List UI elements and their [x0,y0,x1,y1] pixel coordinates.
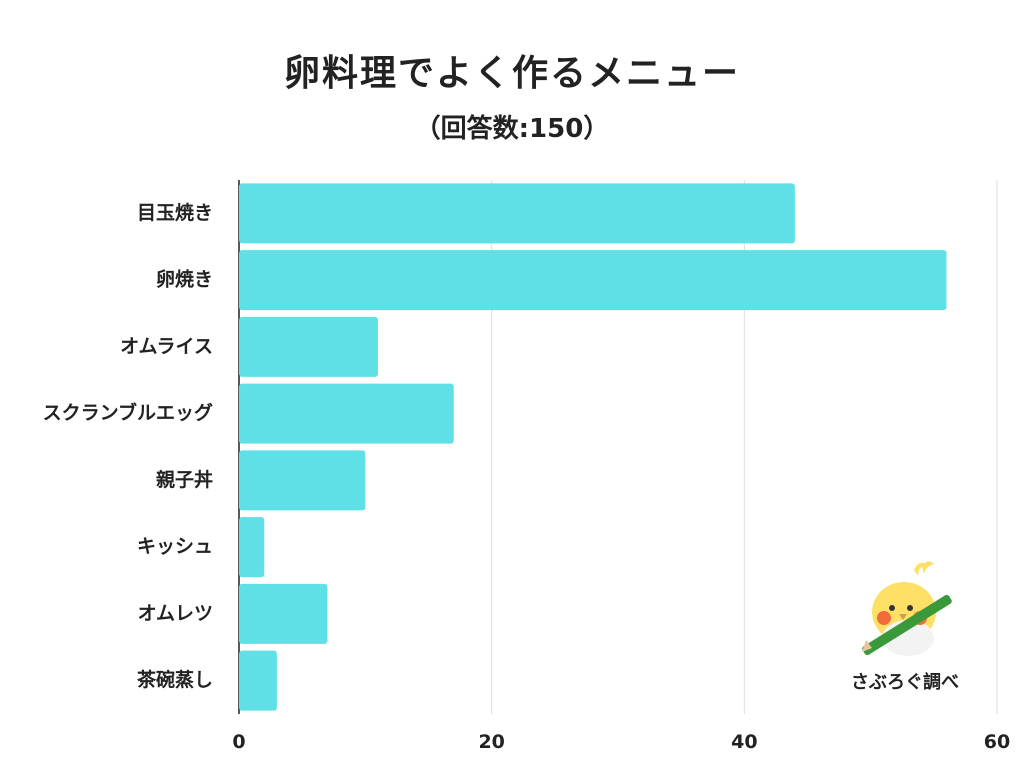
bar [239,450,366,511]
x-tick-label: 0 [232,731,245,753]
bar [239,650,277,711]
bar [239,383,454,444]
category-label: 茶碗蒸し [137,668,213,691]
chart-title: 卵料理でよく作るメニュー [283,53,740,94]
bar [239,517,265,578]
bar [239,250,947,311]
x-tick-label: 20 [478,731,504,753]
category-label: 卵焼き [156,268,213,291]
category-label: キッシュ [137,536,213,558]
x-tick-label: 40 [731,731,757,753]
bar [239,316,378,377]
category-label: オムレツ [138,602,213,624]
category-label: オムライス [120,335,213,357]
category-label: 目玉焼き [137,201,213,224]
x-tick-labels: 0 20 40 60 [232,731,1010,753]
bar [239,183,795,244]
category-label: 親子丼 [156,468,213,491]
category-label: スクランブルエッグ [43,401,213,424]
x-tick-label: 60 [984,731,1010,753]
bird-mascot-icon [862,561,952,656]
bar [239,583,328,644]
source-credit: さぶろぐ調べ [851,672,959,693]
chart-subtitle: （回答数:150） [414,114,610,144]
bars [239,183,947,711]
